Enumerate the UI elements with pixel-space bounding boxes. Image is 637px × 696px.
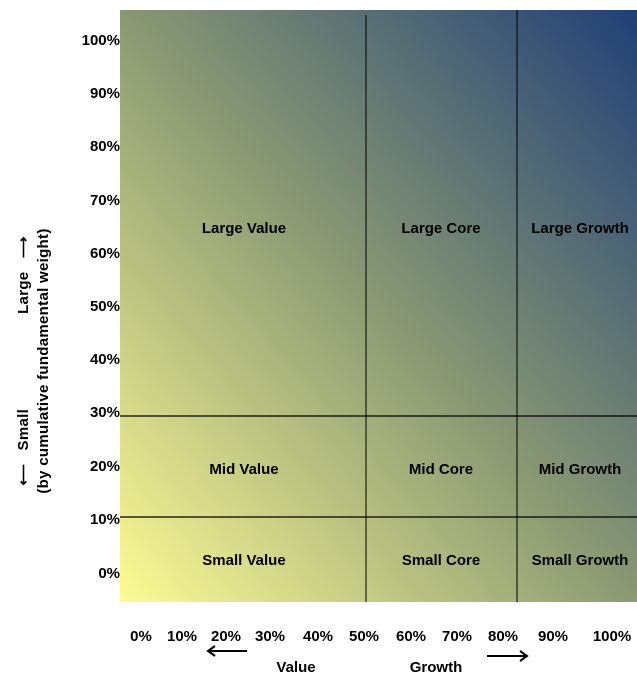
x-tick-label: 20% [210, 628, 242, 645]
cell-label-mid-core: Mid Core [409, 461, 473, 478]
y-tick-label: 0% [98, 565, 120, 582]
y-tick-label: 60% [89, 245, 120, 262]
style-box-grid: Large Value Large Core Large Growth Mid Val… [120, 10, 637, 602]
y-tick-label: 30% [89, 404, 120, 421]
cell-label-small-value: Small Value [202, 552, 285, 569]
x-tick-label: 80% [487, 628, 519, 645]
y-title-large: Large [15, 271, 32, 314]
x-tick-label: 90% [537, 628, 569, 645]
y-tick-label: 80% [89, 138, 120, 155]
grid-background [120, 10, 637, 602]
x-tick-label: 30% [254, 628, 286, 645]
right-arrow-growth [487, 650, 529, 662]
cell-label-small-core: Small Core [402, 552, 480, 569]
y-tick-label: 20% [89, 458, 120, 475]
y-tick-label: 10% [89, 511, 120, 528]
x-tick-label: 40% [302, 628, 334, 645]
cell-label-large-core: Large Core [401, 220, 480, 237]
y-title-subtitle: (by cumulative fundamental weight) [35, 228, 52, 494]
x-tick-label: 100% [592, 628, 632, 645]
left-arrow-small: ⟵ [15, 450, 32, 486]
y-tick-label: 100% [81, 32, 120, 49]
cell-label-large-value: Large Value [202, 220, 286, 237]
cell-label-mid-value: Mid Value [209, 461, 278, 478]
y-tick-label: 70% [89, 192, 120, 209]
left-arrow-value [206, 645, 247, 657]
x-tick-label: 50% [348, 628, 380, 645]
y-tick-label: 90% [89, 85, 120, 102]
right-arrow-large: ⟶ [15, 236, 32, 272]
x-tick-label: 60% [395, 628, 427, 645]
y-title-small: Small [15, 408, 32, 451]
cell-label-mid-growth: Mid Growth [539, 461, 622, 478]
cell-label-small-growth: Small Growth [532, 552, 629, 569]
y-axis-title: ⟵ Small Large ⟶ (by cumulative fundamenta… [14, 228, 54, 493]
y-tick-label: 40% [89, 351, 120, 368]
x-title-value: Value [276, 659, 316, 676]
x-tick-label: 70% [441, 628, 473, 645]
x-title-growth: Growth [409, 659, 463, 676]
cell-label-large-growth: Large Growth [531, 220, 629, 237]
x-tick-label: 10% [166, 628, 198, 645]
y-tick-label: 50% [89, 298, 120, 315]
x-tick-label: 0% [130, 628, 152, 645]
